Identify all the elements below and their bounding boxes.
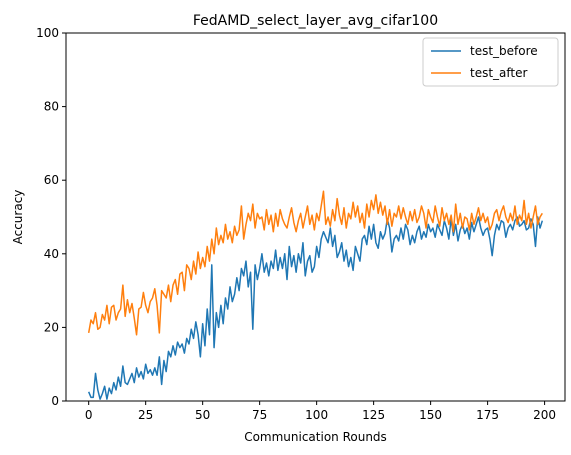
x-axis: 0 25 50 75 100 125 150 175 200 (85, 401, 556, 422)
x-tick-label: 100 (305, 408, 328, 422)
y-tick-label: 20 (44, 320, 59, 334)
series-line-test-after (87, 190, 543, 336)
x-axis-label: Communication Rounds (244, 430, 387, 444)
y-tick-label: 0 (51, 394, 59, 408)
plot-area (65, 32, 566, 402)
y-tick-label: 100 (36, 26, 59, 40)
x-tick-label: 175 (476, 408, 499, 422)
x-tick-label: 0 (85, 408, 93, 422)
series-line-test-before (87, 216, 544, 400)
legend-box (422, 37, 559, 87)
chart-title: FedAMD_select_layer_avg_cifar100 (193, 13, 438, 29)
y-axis-label: Accuracy (11, 190, 25, 245)
x-tick-label: 50 (195, 408, 210, 422)
x-tick-label: 200 (533, 408, 556, 422)
x-tick-label: 150 (419, 408, 442, 422)
x-tick-label: 125 (362, 408, 385, 422)
legend-label-test-before: test_before (470, 44, 538, 58)
x-tick-label: 75 (252, 408, 267, 422)
plot-frame (65, 32, 566, 402)
y-tick-label: 80 (44, 100, 59, 114)
y-axis: 0 20 40 60 80 100 (36, 26, 66, 408)
x-tick-label: 25 (138, 408, 153, 422)
series-layer (87, 190, 544, 400)
legend: test_before test_after (422, 37, 559, 87)
y-tick-label: 60 (44, 173, 59, 187)
y-tick-label: 40 (44, 247, 59, 261)
legend-label-test-after: test_after (470, 66, 528, 80)
